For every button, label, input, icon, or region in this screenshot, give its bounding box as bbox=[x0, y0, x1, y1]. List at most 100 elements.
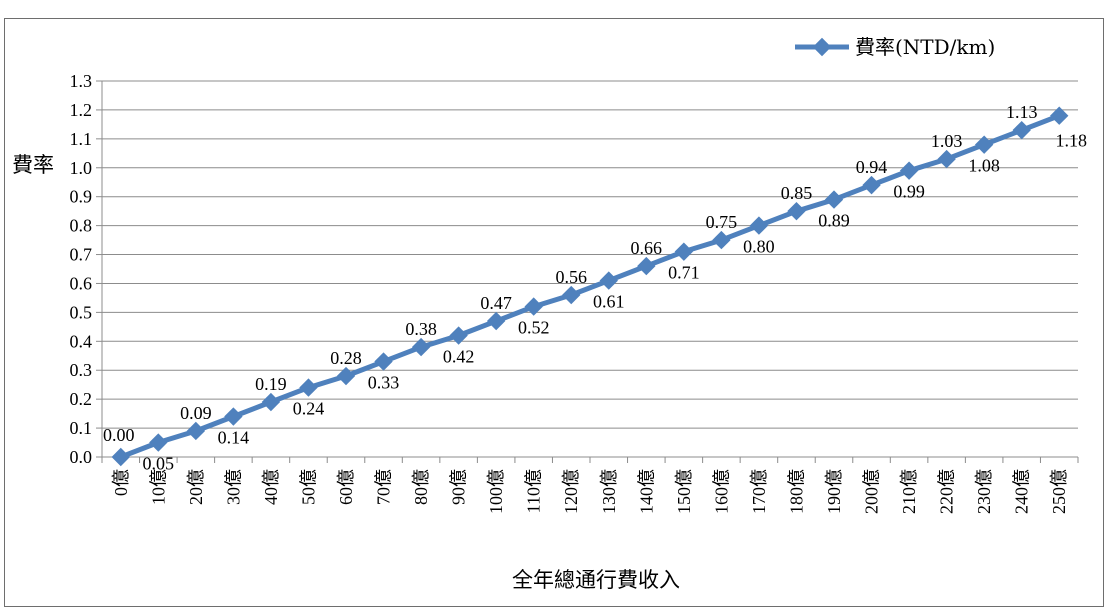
data-label: 0.52 bbox=[518, 318, 550, 338]
data-label: 0.38 bbox=[405, 319, 437, 339]
x-tick-label: 210億 bbox=[899, 469, 919, 514]
x-tick-label: 30億 bbox=[223, 469, 243, 505]
data-point-marker bbox=[712, 230, 731, 250]
x-tick-label: 100億 bbox=[486, 469, 506, 514]
data-point-marker bbox=[749, 216, 769, 235]
x-tick-label: 170億 bbox=[749, 469, 769, 514]
data-point-marker bbox=[149, 433, 168, 452]
x-tick-label: 80億 bbox=[411, 469, 431, 505]
x-tick-label: 140億 bbox=[636, 469, 656, 514]
data-label: 0.80 bbox=[743, 237, 775, 257]
data-point-marker bbox=[374, 352, 393, 371]
data-point-marker bbox=[862, 175, 881, 195]
y-tick-label: 0.2 bbox=[70, 389, 93, 409]
x-tick-label: 60億 bbox=[336, 469, 356, 505]
x-tick-label: 110億 bbox=[524, 469, 544, 513]
data-point-marker bbox=[937, 149, 956, 169]
y-tick-label: 0.9 bbox=[70, 187, 93, 207]
data-point-marker bbox=[524, 297, 543, 316]
y-axis-title: 費率 bbox=[12, 153, 54, 177]
x-tick-label: 230億 bbox=[974, 469, 994, 514]
y-tick-label: 0.5 bbox=[70, 302, 93, 322]
y-tick-label: 1.0 bbox=[70, 158, 93, 178]
data-point-marker bbox=[787, 201, 806, 221]
x-tick-label: 130億 bbox=[599, 469, 619, 514]
y-tick-label: 0.8 bbox=[70, 216, 93, 236]
x-tick-label: 40億 bbox=[261, 469, 281, 505]
data-point-marker bbox=[224, 407, 243, 426]
x-tick-label: 150億 bbox=[674, 469, 694, 514]
y-tick-label: 0.6 bbox=[70, 273, 93, 293]
data-point-marker bbox=[1050, 106, 1069, 125]
x-tick-label: 220億 bbox=[937, 469, 957, 514]
data-point-marker bbox=[411, 337, 431, 357]
data-point-marker bbox=[1012, 120, 1031, 140]
data-point-marker bbox=[637, 256, 656, 276]
x-tick-label: 20億 bbox=[186, 469, 206, 505]
series-markers bbox=[111, 106, 1069, 467]
data-label: 0.09 bbox=[180, 403, 212, 423]
data-point-marker bbox=[486, 311, 506, 331]
y-tick-label: 1.3 bbox=[70, 71, 93, 91]
y-axis-tick-labels: 0.0 0.1 0.2 0.3 0.4 0.5 0.6 0.7 0.8 0.9 1.0 1.1 1.2 1… bbox=[70, 71, 93, 467]
legend-entry-label: 費率(NTD/km) bbox=[855, 35, 995, 59]
x-tick-label: 160億 bbox=[711, 469, 731, 514]
data-label: 0.24 bbox=[293, 399, 325, 419]
x-tick-label: 0億 bbox=[111, 469, 131, 496]
x-tick-label: 50億 bbox=[298, 469, 318, 505]
y-tick-label: 1.1 bbox=[70, 129, 93, 149]
data-point-marker bbox=[974, 135, 994, 154]
data-point-marker bbox=[599, 271, 618, 290]
data-label: 0.66 bbox=[631, 238, 663, 258]
x-tick-label: 10億 bbox=[148, 469, 168, 505]
data-label: 0.42 bbox=[443, 347, 475, 367]
data-label: 0.75 bbox=[706, 212, 738, 232]
data-label: 0.14 bbox=[218, 428, 250, 448]
data-point-marker bbox=[336, 366, 356, 386]
legend: 費率(NTD/km) bbox=[795, 35, 995, 59]
x-tick-label: 180億 bbox=[786, 469, 806, 514]
data-point-marker bbox=[449, 326, 468, 345]
data-point-marker bbox=[899, 161, 919, 180]
x-tick-label: 200億 bbox=[862, 469, 882, 514]
data-point-marker bbox=[299, 378, 318, 397]
data-label: 0.56 bbox=[555, 267, 587, 287]
y-tick-label: 0.1 bbox=[70, 418, 93, 438]
series-lines bbox=[118, 113, 1062, 460]
data-point-marker bbox=[261, 392, 281, 412]
data-label: 1.08 bbox=[968, 156, 1000, 176]
data-label: 0.33 bbox=[368, 373, 400, 393]
data-label: 1.18 bbox=[1055, 131, 1087, 151]
x-axis-tick-labels: 0億 10億 20億 30億 40億 50億 60億 70億 80億 90億 100億 110億 120… bbox=[111, 469, 1069, 514]
y-tick-label: 1.2 bbox=[70, 100, 93, 120]
data-label: 0.89 bbox=[818, 211, 850, 231]
y-tick-label: 0.4 bbox=[70, 331, 93, 351]
x-tick-label: 190億 bbox=[824, 469, 844, 514]
data-point-marker bbox=[562, 285, 581, 305]
x-tick-label: 240億 bbox=[1012, 469, 1032, 514]
data-label: 0.00 bbox=[103, 425, 135, 445]
data-label: 0.85 bbox=[781, 183, 813, 203]
data-label: 0.94 bbox=[856, 157, 888, 177]
data-label: 0.05 bbox=[143, 454, 175, 474]
data-point-marker bbox=[111, 447, 130, 467]
x-tick-label: 70億 bbox=[374, 469, 394, 505]
x-tick-label: 120億 bbox=[561, 469, 581, 514]
series-line bbox=[118, 113, 1062, 460]
data-label: 0.28 bbox=[330, 348, 362, 368]
data-label: 0.19 bbox=[255, 374, 287, 394]
data-label: 0.99 bbox=[893, 182, 925, 202]
x-tick-label: 90億 bbox=[449, 469, 469, 505]
x-tick-label: 250億 bbox=[1049, 469, 1069, 514]
data-labels: 0.00 0.05 0.09 0.14 0.19 0.24 0.28 0.33 0.38 0.42… bbox=[103, 102, 1087, 473]
x-axis-title: 全年總通行費收入 bbox=[512, 568, 680, 592]
legend-marker-swatch bbox=[812, 37, 832, 57]
data-point-marker bbox=[674, 242, 694, 261]
y-tick-label: 0.3 bbox=[70, 360, 93, 380]
axes bbox=[96, 80, 1079, 463]
data-label: 0.71 bbox=[668, 263, 700, 283]
data-label: 0.47 bbox=[480, 293, 512, 313]
data-point-marker bbox=[824, 190, 844, 209]
y-tick-label: 0.0 bbox=[70, 447, 93, 467]
